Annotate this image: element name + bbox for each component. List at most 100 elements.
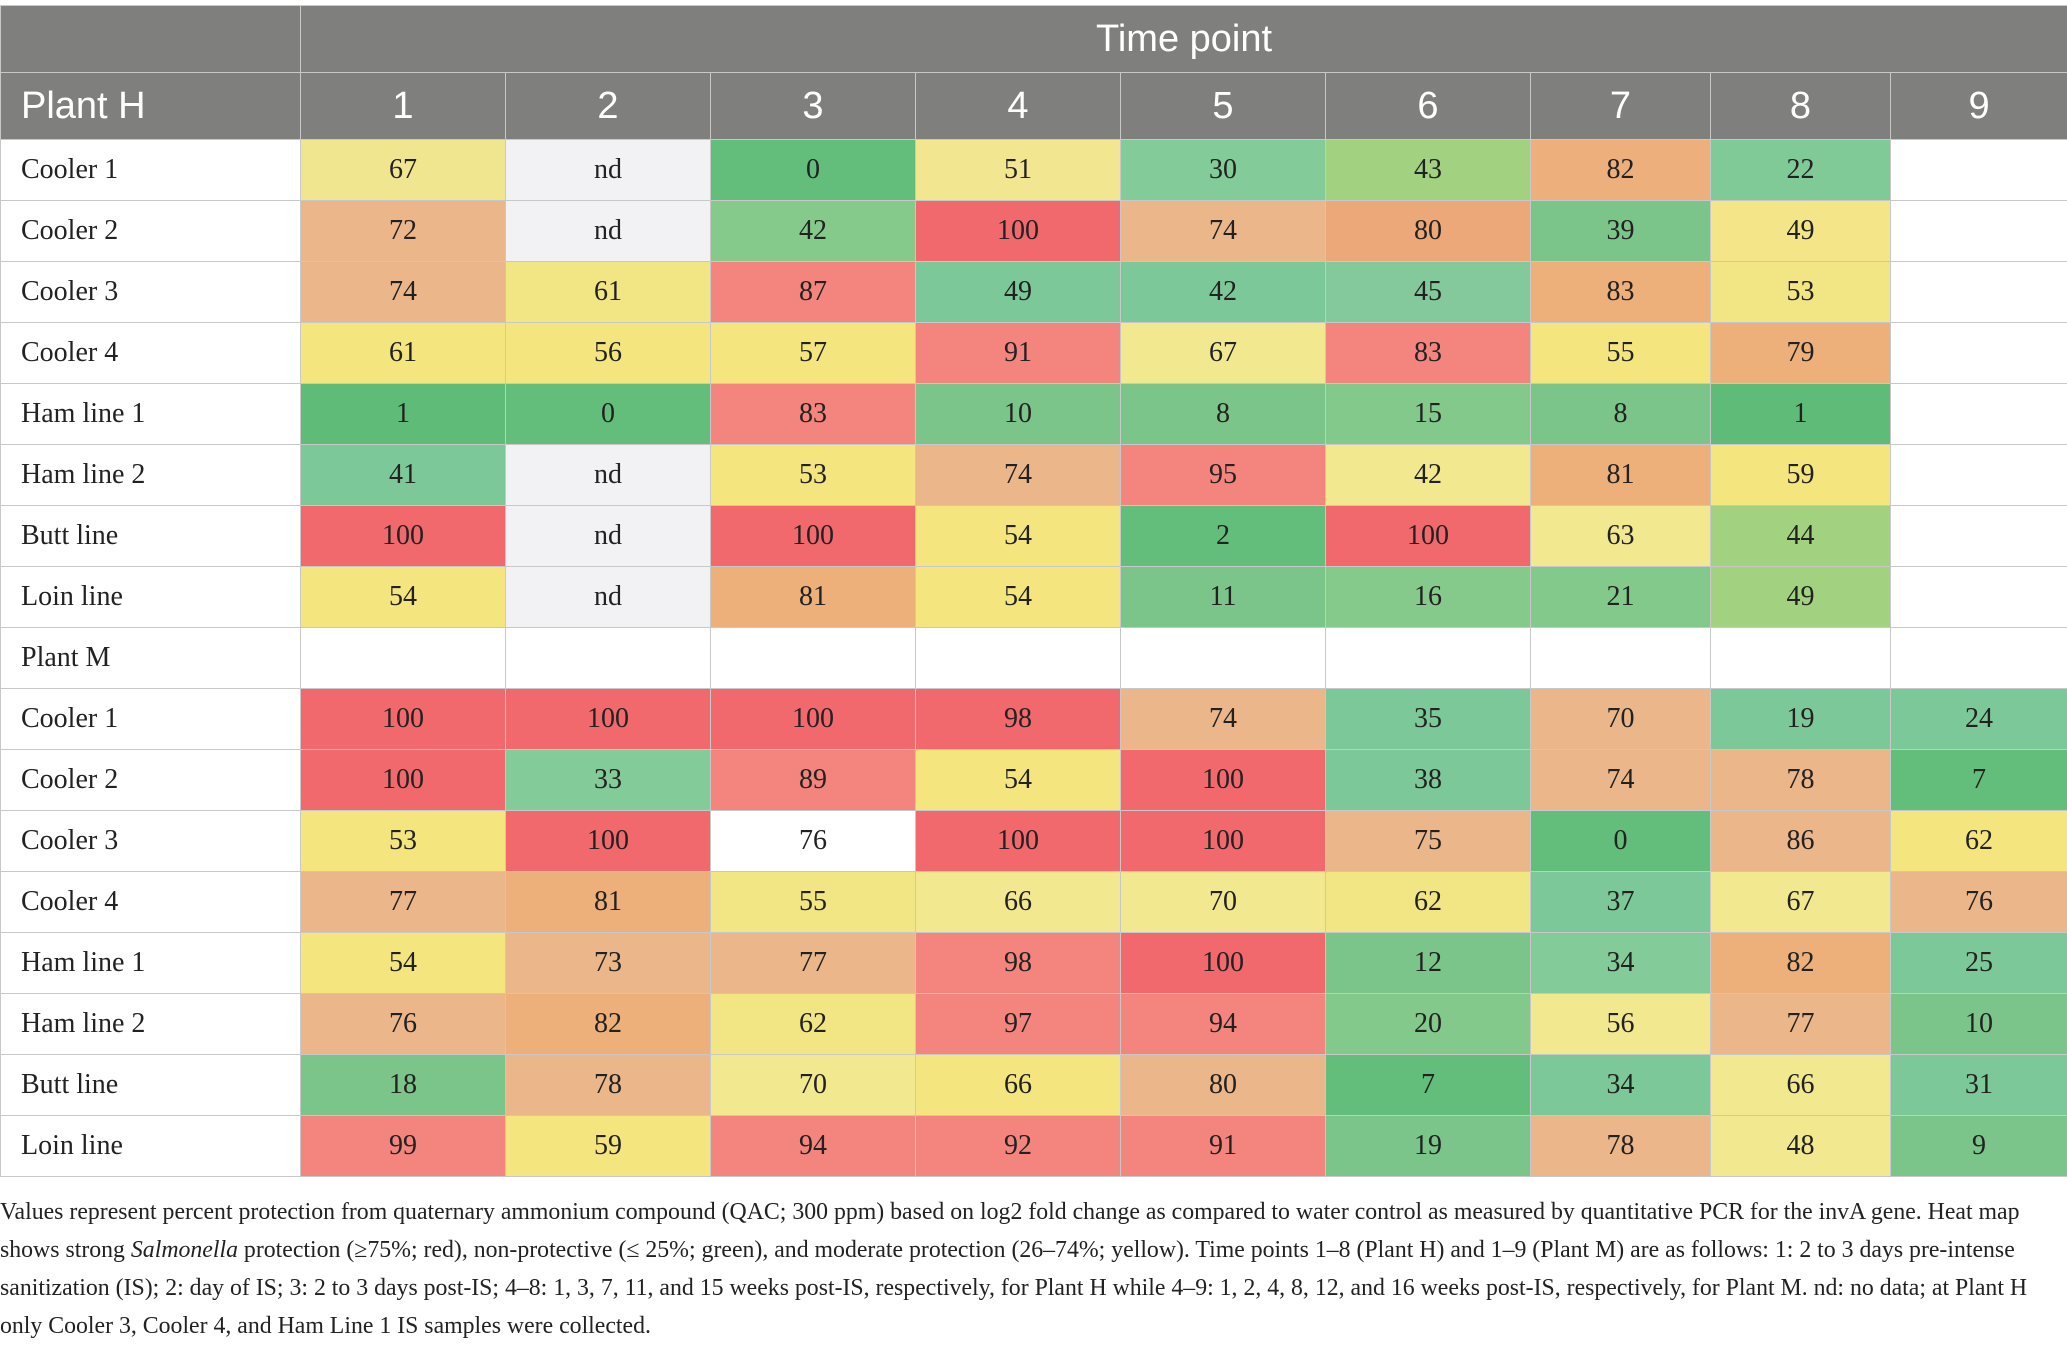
value-cell: 8 [1120,383,1326,445]
value-cell: 33 [505,749,711,811]
value-cell: 42 [710,200,916,262]
value-cell: 100 [505,810,711,872]
value-cell: 100 [300,505,506,567]
value-cell: 1 [1710,383,1891,445]
value-cell: 25 [1889,932,2067,994]
empty-cell [1889,200,2067,262]
row-label: Cooler 2 [0,200,301,262]
value-cell: 35 [1325,688,1531,750]
value-cell: 78 [505,1054,711,1116]
value-cell: 30 [1120,139,1326,201]
value-cell: 54 [915,749,1121,811]
table-footnote: Values represent percent protection from… [0,1199,2028,1339]
value-cell: 39 [1530,200,1711,262]
value-cell: 42 [1325,444,1531,506]
time-point-label: 2 [505,72,711,140]
time-point-label: 1 [300,72,506,140]
row-label: Cooler 3 [0,261,301,323]
value-cell: 54 [915,505,1121,567]
value-cell: 56 [505,322,711,384]
value-cell: 19 [1325,1115,1531,1177]
value-cell: 100 [1120,749,1326,811]
value-cell: 41 [300,444,506,506]
value-cell: 66 [1710,1054,1891,1116]
value-cell: 74 [1530,749,1711,811]
value-cell: 24 [1889,688,2067,750]
row-label: Cooler 4 [0,322,301,384]
value-cell: 11 [1120,566,1326,628]
value-cell: 8 [1530,383,1711,445]
value-cell: 51 [915,139,1121,201]
table-row: Ham line 2 76 82 62 97 94 20 56 77 10 [0,993,2067,1055]
value-cell: 54 [300,932,506,994]
time-point-label: 3 [710,72,916,140]
plant-m-section-row: Plant M [0,627,2067,689]
value-cell: 77 [300,871,506,933]
table-row: Loin line 99 59 94 92 91 19 78 48 9 [0,1115,2067,1177]
value-cell: 72 [300,200,506,262]
value-cell: 55 [1530,322,1711,384]
row-label: Cooler 4 [0,871,301,933]
value-cell: 94 [710,1115,916,1177]
row-label: Cooler 1 [0,688,301,750]
value-cell: 61 [300,322,506,384]
time-point-label: 9 [1889,72,2067,140]
value-cell: 82 [1530,139,1711,201]
value-cell: 1 [300,383,506,445]
time-point-label: 4 [915,72,1121,140]
value-cell: 16 [1325,566,1531,628]
value-cell: 74 [915,444,1121,506]
value-cell: 0 [1530,810,1711,872]
value-cell: 81 [710,566,916,628]
value-cell: 21 [1530,566,1711,628]
value-cell: 63 [1530,505,1711,567]
value-cell: 80 [1120,1054,1326,1116]
row-label: Cooler 2 [0,749,301,811]
value-cell: 98 [915,932,1121,994]
empty-cell [1889,566,2067,628]
value-cell: 48 [1710,1115,1891,1177]
time-point-label: 6 [1325,72,1531,140]
value-cell: 89 [710,749,916,811]
value-cell: 70 [1120,871,1326,933]
value-cell: 62 [710,993,916,1055]
empty-cell [1889,627,2067,689]
value-cell: 83 [1325,322,1531,384]
value-cell: 67 [1710,871,1891,933]
value-cell: 83 [710,383,916,445]
plant-m-label: Plant M [0,627,301,689]
row-label: Butt line [0,505,301,567]
value-cell: 2 [1120,505,1326,567]
row-label: Ham line 2 [0,444,301,506]
table-row: Cooler 1 100 100 100 98 74 35 70 19 24 [0,688,2067,750]
value-cell: 91 [1120,1115,1326,1177]
value-cell: 19 [1710,688,1891,750]
value-cell: 66 [915,871,1121,933]
value-cell: 100 [300,688,506,750]
table-row: Ham line 1 54 73 77 98 100 12 34 82 25 [0,932,2067,994]
value-cell: 15 [1325,383,1531,445]
value-cell: 77 [710,932,916,994]
header-row-points: Plant H 1 2 3 4 5 6 7 8 9 [0,72,2067,140]
header-corner [0,5,301,73]
value-cell: 20 [1325,993,1531,1055]
value-cell: 99 [300,1115,506,1177]
row-label: Loin line [0,566,301,628]
table-row: Cooler 4 77 81 55 66 70 62 37 67 76 [0,871,2067,933]
value-cell: 22 [1710,139,1891,201]
value-cell: 76 [1889,871,2067,933]
value-cell: 61 [505,261,711,323]
value-cell: 49 [915,261,1121,323]
heatmap-table: Time point Plant H 1 2 3 4 5 6 7 8 9 Coo… [0,5,2067,1177]
value-cell: 94 [1120,993,1326,1055]
value-cell: 62 [1889,810,2067,872]
value-cell: 31 [1889,1054,2067,1116]
value-cell: 73 [505,932,711,994]
header-row-time: Time point [0,5,2067,73]
empty-cell [1889,505,2067,567]
